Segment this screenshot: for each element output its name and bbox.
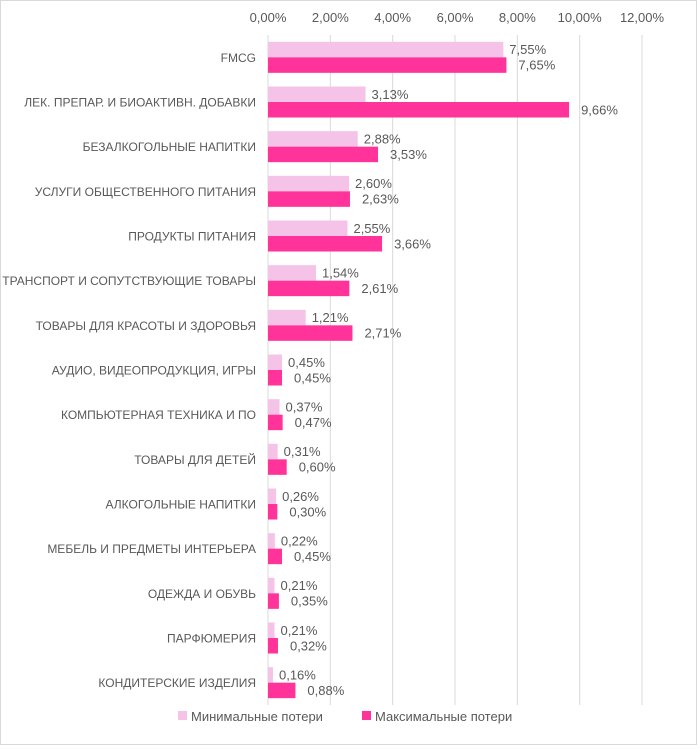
- bar-min: [268, 265, 316, 281]
- data-label: 0,21%: [281, 623, 318, 638]
- category-label: МЕБЕЛЬ И ПРЕДМЕТЫ ИНТЕРЬЕРА: [47, 542, 256, 556]
- legend-swatch: [178, 711, 187, 720]
- category-label: ЛЕК. ПРЕПАР. И БИОАКТИВН. ДОБАВКИ: [24, 96, 256, 110]
- data-label: 3,53%: [390, 147, 427, 162]
- data-label: 3,13%: [372, 87, 409, 102]
- category-label: ТРАНСПОРТ И СОПУТСТВУЮЩИЕ ТОВАРЫ: [2, 274, 256, 288]
- bar-max: [268, 102, 570, 118]
- category-label: КОНДИТЕРСКИЕ ИЗДЕЛИЯ: [98, 676, 256, 690]
- category-label: АЛКОГОЛЬНЫЕ НАПИТКИ: [106, 498, 256, 512]
- bar-min: [268, 488, 277, 504]
- x-tick-label: 12,00%: [620, 10, 665, 25]
- bar-max: [268, 280, 350, 297]
- category-label: КОМПЬЮТЕРНАЯ ТЕХНИКА И ПО: [61, 408, 256, 422]
- category-label: ТОВАРЫ ДЛЯ КРАСОТЫ И ЗДОРОВЬЯ: [36, 319, 256, 333]
- data-label: 0,45%: [294, 549, 331, 564]
- data-label: 3,66%: [394, 236, 431, 251]
- category-label: ОДЕЖДА И ОБУВЬ: [148, 587, 256, 601]
- data-label: 0,37%: [286, 399, 323, 414]
- bar-min: [268, 577, 275, 594]
- bar-min: [268, 86, 366, 102]
- data-label: 2,71%: [364, 326, 401, 341]
- x-tick-label: 8,00%: [499, 10, 536, 25]
- bar-max: [268, 682, 296, 699]
- bar-max: [268, 370, 283, 386]
- data-label: 0,32%: [290, 638, 327, 653]
- data-label: 0,16%: [279, 667, 316, 682]
- x-tick-label: 2,00%: [312, 10, 349, 25]
- bar-max: [268, 593, 279, 609]
- data-label: 2,88%: [364, 131, 401, 146]
- bar-min: [268, 399, 280, 415]
- bar-min: [268, 220, 348, 236]
- bar-max: [268, 146, 379, 163]
- bar-min: [268, 354, 283, 370]
- data-label: 0,47%: [295, 415, 332, 430]
- bar-max: [268, 548, 283, 565]
- legend-label: Минимальные потери: [191, 709, 323, 724]
- data-label: 0,30%: [289, 504, 326, 519]
- bar-max: [268, 504, 278, 520]
- data-label: 2,61%: [361, 281, 398, 296]
- bar-max: [268, 325, 353, 341]
- bar-max: [268, 57, 507, 73]
- legend-label: Максимальные потери: [375, 709, 512, 724]
- data-label: 0,45%: [294, 370, 331, 385]
- data-label: 0,21%: [281, 578, 318, 593]
- bar-max: [268, 638, 278, 654]
- data-label: 7,55%: [509, 42, 546, 57]
- x-tick-label: 6,00%: [437, 10, 474, 25]
- legend-swatch: [362, 711, 371, 720]
- data-label: 2,60%: [355, 176, 392, 191]
- data-label: 0,60%: [299, 460, 336, 475]
- data-label: 2,55%: [353, 221, 390, 236]
- bar-max: [268, 414, 283, 431]
- data-label: 1,54%: [322, 265, 359, 280]
- bar-min: [268, 309, 306, 326]
- category-label: БЕЗАЛКОГОЛЬНЫЕ НАПИТКИ: [83, 140, 256, 154]
- bar-min: [268, 667, 273, 683]
- x-tick-label: 10,00%: [558, 10, 603, 25]
- data-label: 0,35%: [291, 594, 328, 609]
- bar-max: [268, 236, 383, 252]
- bar-min: [268, 131, 358, 147]
- bar-min: [268, 41, 504, 58]
- x-tick-label: 0,00%: [250, 10, 287, 25]
- data-label: 0,88%: [307, 683, 344, 698]
- data-label: 0,45%: [288, 355, 325, 370]
- bar-max: [268, 459, 287, 475]
- category-label: ТОВАРЫ ДЛЯ ДЕТЕЙ: [134, 452, 256, 467]
- category-label: ПАРФЮМЕРИЯ: [167, 632, 256, 646]
- data-label: 0,31%: [284, 444, 321, 459]
- category-label: АУДИО, ВИДЕОПРОДУКЦИЯ, ИГРЫ: [52, 364, 256, 378]
- category-label: ПРОДУКТЫ ПИТАНИЯ: [128, 230, 256, 244]
- data-label: 2,63%: [362, 192, 399, 207]
- bar-min: [268, 443, 278, 460]
- bar-min: [268, 175, 350, 192]
- x-tick-label: 4,00%: [374, 10, 411, 25]
- data-label: 9,66%: [581, 102, 618, 117]
- bar-min: [268, 533, 275, 549]
- bar-max: [268, 191, 350, 207]
- data-label: 0,22%: [281, 533, 318, 548]
- data-label: 0,26%: [282, 489, 319, 504]
- data-label: 7,65%: [518, 58, 555, 73]
- bar-min: [268, 622, 275, 638]
- category-label: FMCG: [221, 51, 256, 65]
- category-label: УСЛУГИ ОБЩЕСТВЕННОГО ПИТАНИЯ: [35, 185, 256, 199]
- data-label: 1,21%: [312, 310, 349, 325]
